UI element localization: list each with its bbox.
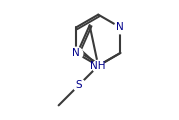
Text: N: N (117, 22, 124, 32)
Text: N: N (72, 48, 80, 58)
Text: NH: NH (91, 61, 106, 71)
Text: S: S (76, 80, 82, 90)
